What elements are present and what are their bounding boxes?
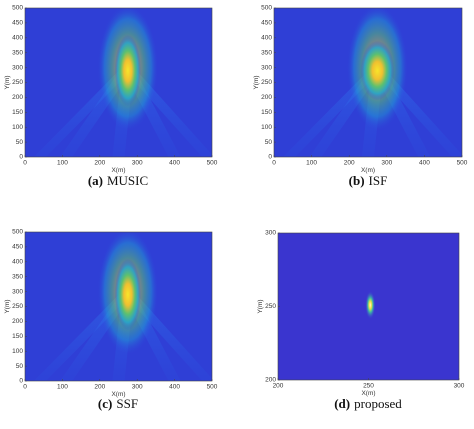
y-tick-label: 450 (261, 20, 272, 27)
y-tick-label: 250 (12, 79, 23, 86)
caption: (c) SSF (98, 396, 138, 411)
y-tick-label: 500 (12, 229, 23, 236)
x-tick-label: 0 (23, 384, 27, 391)
x-axis-label: X(m) (361, 390, 375, 397)
x-axis-label: X(m) (111, 391, 125, 398)
caption-label: (d) (334, 396, 350, 411)
y-tick-label: 400 (12, 35, 23, 42)
y-tick-label: 100 (12, 124, 23, 131)
x-tick-label: 500 (207, 384, 218, 391)
heatmap-peak (365, 291, 376, 320)
caption-text: proposed (354, 396, 402, 411)
x-tick-label: 500 (207, 160, 218, 167)
x-tick-label: 0 (23, 160, 27, 167)
x-tick-label: 300 (132, 160, 143, 167)
y-tick-label: 350 (12, 273, 23, 280)
caption-text: ISF (369, 173, 388, 188)
y-tick-label: 350 (261, 49, 272, 56)
x-tick-label: 300 (132, 384, 143, 391)
y-tick-label: 250 (12, 303, 23, 310)
y-tick-label: 150 (12, 333, 23, 340)
x-tick-label: 200 (344, 160, 355, 167)
y-tick-label: 300 (261, 64, 272, 71)
caption-label: (a) (88, 173, 103, 188)
y-axis-label: Y(m) (257, 299, 264, 313)
x-tick-label: 200 (94, 160, 105, 167)
y-tick-label: 250 (265, 303, 276, 310)
y-tick-label: 300 (12, 288, 23, 295)
y-tick-label: 450 (12, 244, 23, 251)
heatmap-peak (360, 40, 395, 101)
caption-label: (c) (98, 396, 112, 411)
caption-text: MUSIC (107, 173, 148, 188)
y-tick-label: 150 (261, 109, 272, 116)
heatmap (25, 232, 212, 381)
y-tick-label: 450 (12, 20, 23, 27)
y-tick-label: 250 (261, 79, 272, 86)
heatmap (25, 8, 212, 157)
y-tick-label: 0 (19, 154, 23, 161)
x-tick-label: 400 (419, 160, 430, 167)
x-tick-label: 500 (457, 160, 468, 167)
x-tick-label: 300 (381, 160, 392, 167)
caption: (b) ISF (349, 173, 388, 188)
x-tick-label: 250 (363, 383, 374, 390)
y-tick-label: 350 (12, 49, 23, 56)
y-axis-label: Y(m) (253, 75, 260, 89)
x-tick-label: 400 (169, 160, 180, 167)
x-tick-label: 200 (273, 383, 284, 390)
x-tick-label: 200 (94, 384, 105, 391)
x-tick-label: 300 (454, 383, 465, 390)
y-tick-label: 300 (265, 230, 276, 237)
y-tick-label: 200 (12, 94, 23, 101)
caption: (a) MUSIC (88, 173, 148, 188)
y-tick-label: 0 (19, 378, 23, 385)
x-axis-label: X(m) (111, 167, 125, 174)
heatmap-peak (114, 34, 141, 107)
y-tick-label: 200 (261, 94, 272, 101)
x-tick-label: 400 (169, 384, 180, 391)
y-tick-label: 50 (265, 139, 273, 146)
x-tick-label: 100 (57, 160, 68, 167)
y-axis-label: Y(m) (4, 75, 11, 89)
y-tick-label: 50 (16, 363, 24, 370)
x-axis-label: X(m) (361, 167, 375, 174)
caption-text: SSF (116, 396, 138, 411)
y-tick-label: 300 (12, 64, 23, 71)
heatmap (278, 233, 459, 380)
y-tick-label: 200 (265, 377, 276, 384)
y-axis-label: Y(m) (4, 299, 11, 313)
y-tick-label: 100 (261, 124, 272, 131)
heatmap-peak (114, 258, 141, 331)
y-tick-label: 150 (12, 109, 23, 116)
heatmap (274, 8, 462, 157)
y-tick-label: 500 (261, 5, 272, 12)
caption: (d) proposed (334, 396, 402, 411)
y-tick-label: 400 (12, 259, 23, 266)
x-tick-label: 100 (306, 160, 317, 167)
y-tick-label: 0 (268, 154, 272, 161)
y-tick-label: 500 (12, 5, 23, 12)
y-tick-label: 200 (12, 318, 23, 325)
x-tick-label: 100 (57, 384, 68, 391)
x-tick-label: 0 (272, 160, 276, 167)
caption-label: (b) (349, 173, 365, 188)
y-tick-label: 400 (261, 35, 272, 42)
y-tick-label: 50 (16, 139, 24, 146)
y-tick-label: 100 (12, 348, 23, 355)
